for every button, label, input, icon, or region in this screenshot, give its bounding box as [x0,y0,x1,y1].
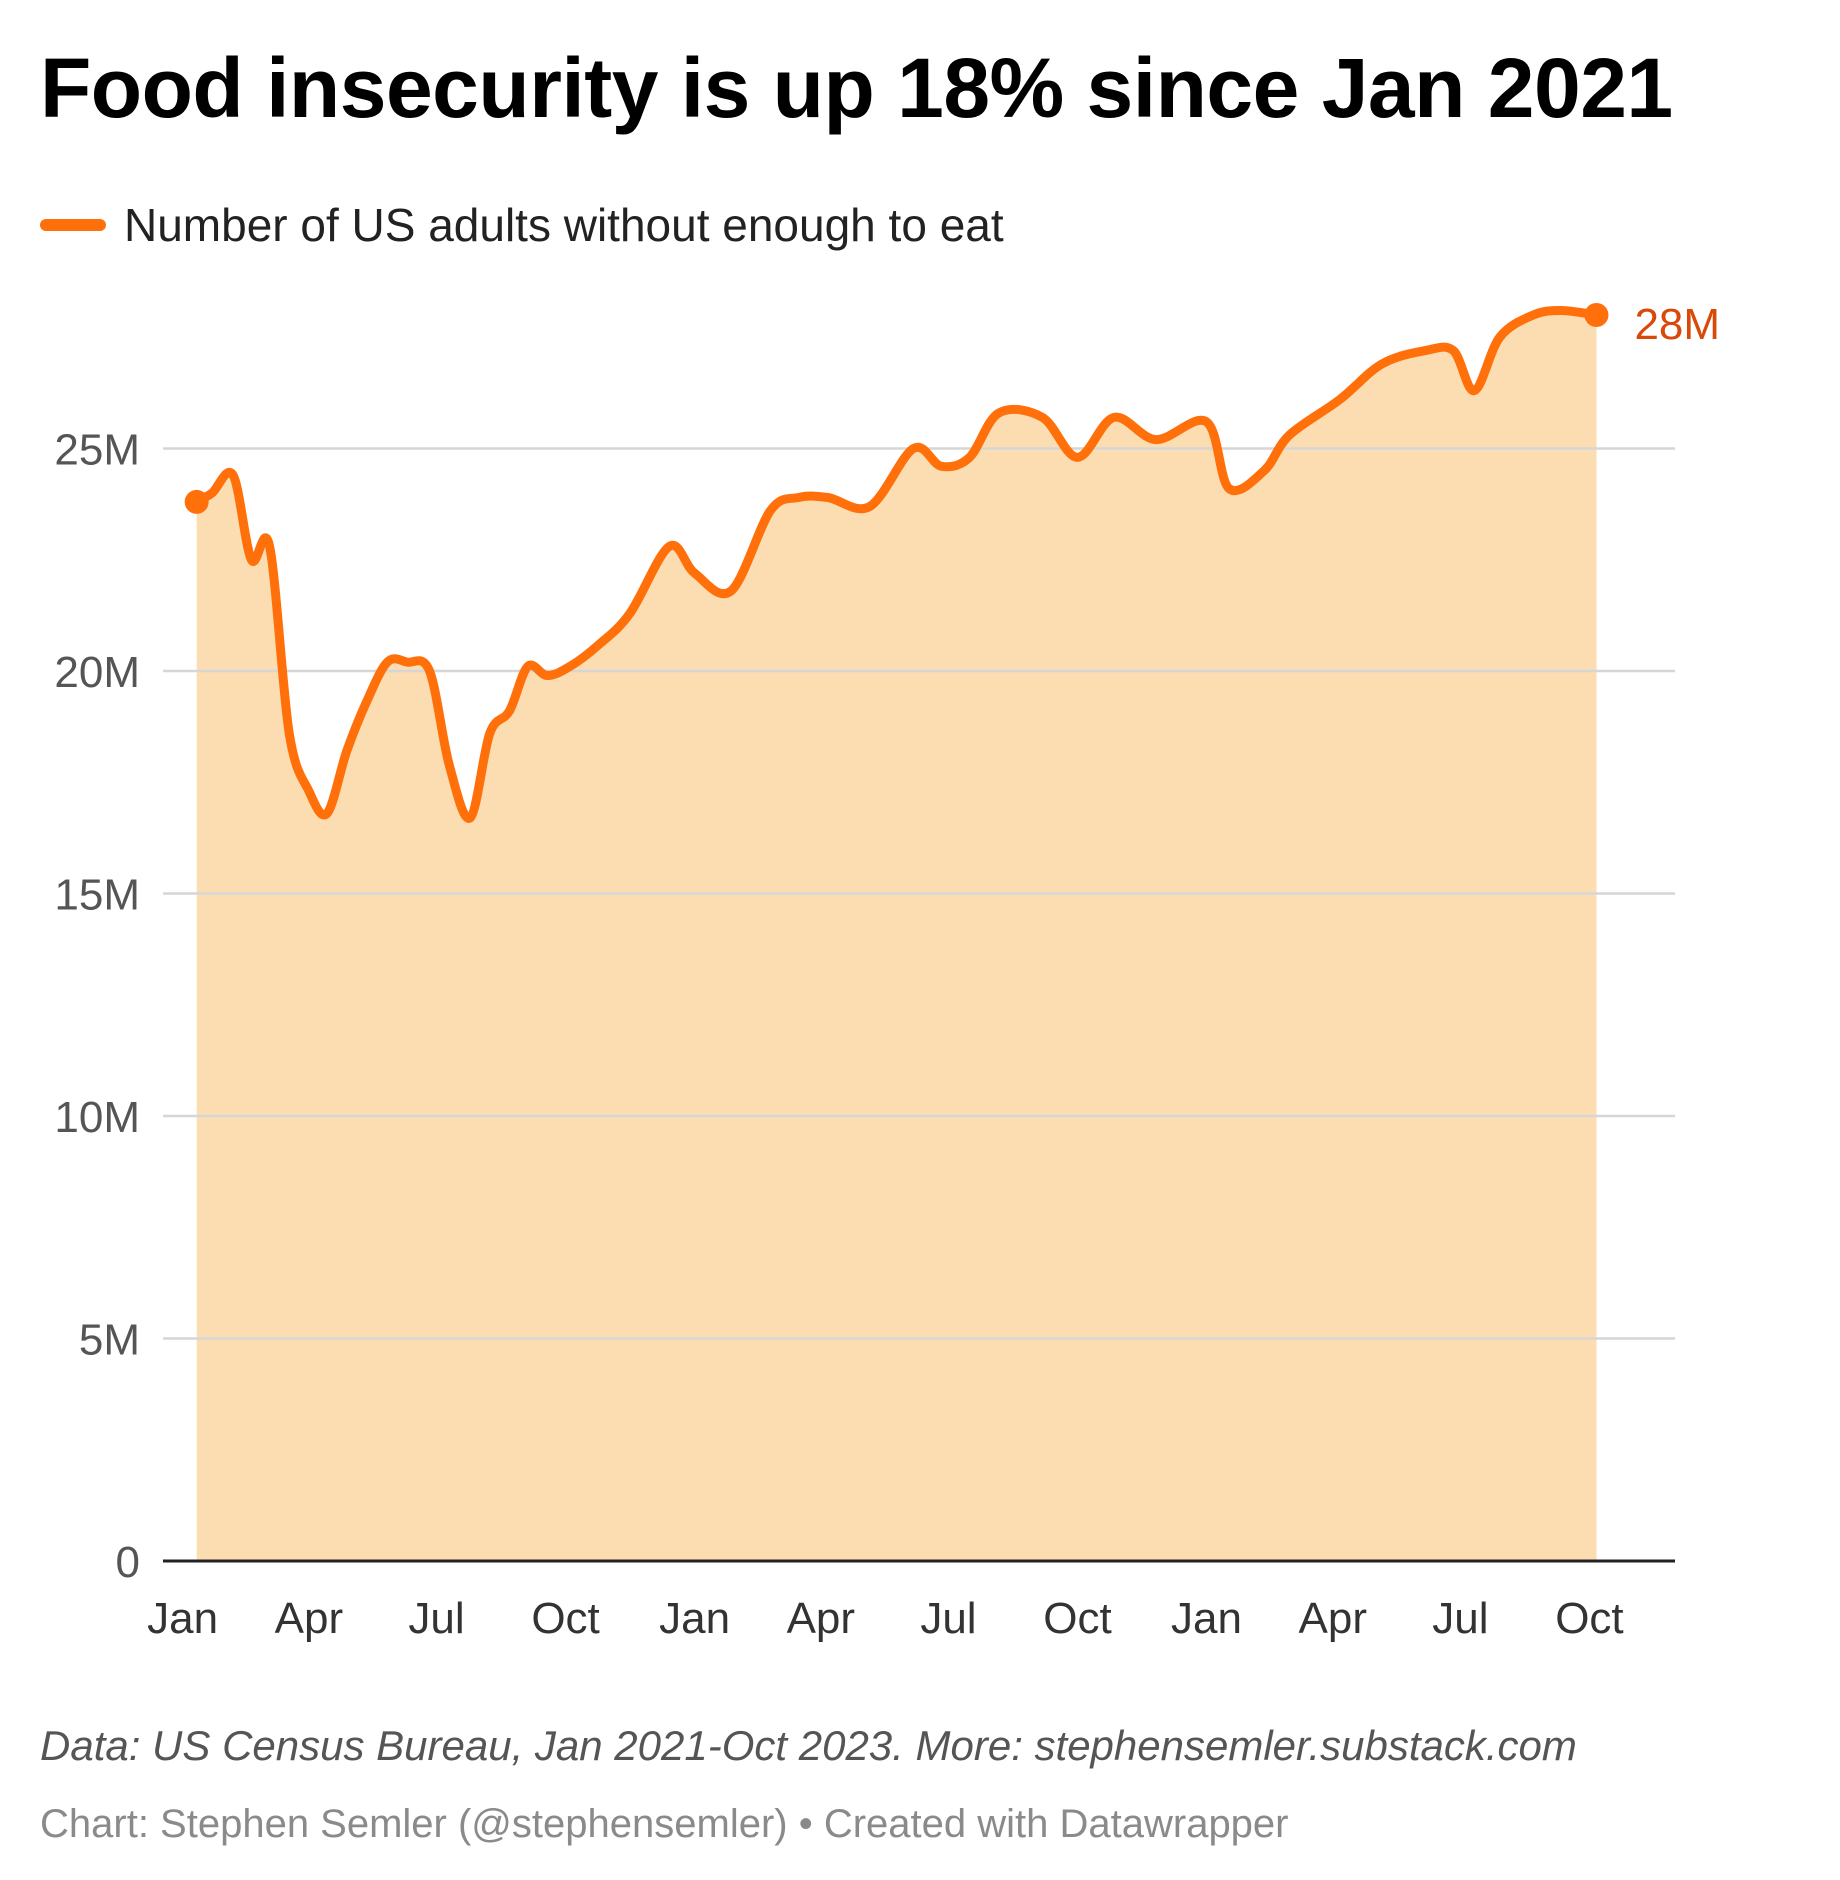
x-tick-label: Jan [659,1594,730,1643]
end-point-marker [1584,303,1609,327]
y-tick-label: 0 [116,1538,140,1587]
y-tick-label: 25M [54,426,140,475]
legend-label: Number of US adults without enough to ea… [124,199,1004,251]
x-tick-label: Oct [531,1594,599,1643]
x-tick-label: Apr [1299,1594,1367,1643]
y-tick-label: 5M [79,1316,140,1365]
y-tick-label: 10M [54,1093,140,1142]
x-tick-label: Jul [1432,1594,1488,1643]
series-line [192,306,1601,823]
end-value-label: 28M [1634,300,1720,349]
start-point-marker [184,489,209,514]
x-tick-label: Jan [1171,1594,1242,1643]
x-tick-label: Jul [408,1594,464,1643]
x-tick-label: Apr [787,1594,855,1643]
legend: Number of US adults without enough to ea… [40,198,1004,252]
x-tick-label: Jul [920,1594,976,1643]
x-tick-label: Apr [275,1594,343,1643]
chart-title: Food insecurity is up 18% since Jan 2021 [40,41,1673,135]
x-tick-label: Oct [1555,1594,1623,1643]
y-tick-label: 15M [54,871,140,920]
area-fill [196,310,1597,1561]
x-tick-label: Oct [1043,1594,1111,1643]
x-tick-label: Jan [147,1594,218,1643]
legend-swatch [40,219,106,231]
chart-area: 0 5M 10M 15M 20M 25M Jan Apr Jul Oct Jan Apr Jul Oct J… [54,300,1720,1643]
chart-notes: Data: US Census Bureau, Jan 2021-Oct 202… [40,1722,1577,1769]
y-tick-label: 20M [54,648,140,697]
chart-credit: Chart: Stephen Semler (@stephensemler) •… [40,1802,1289,1846]
